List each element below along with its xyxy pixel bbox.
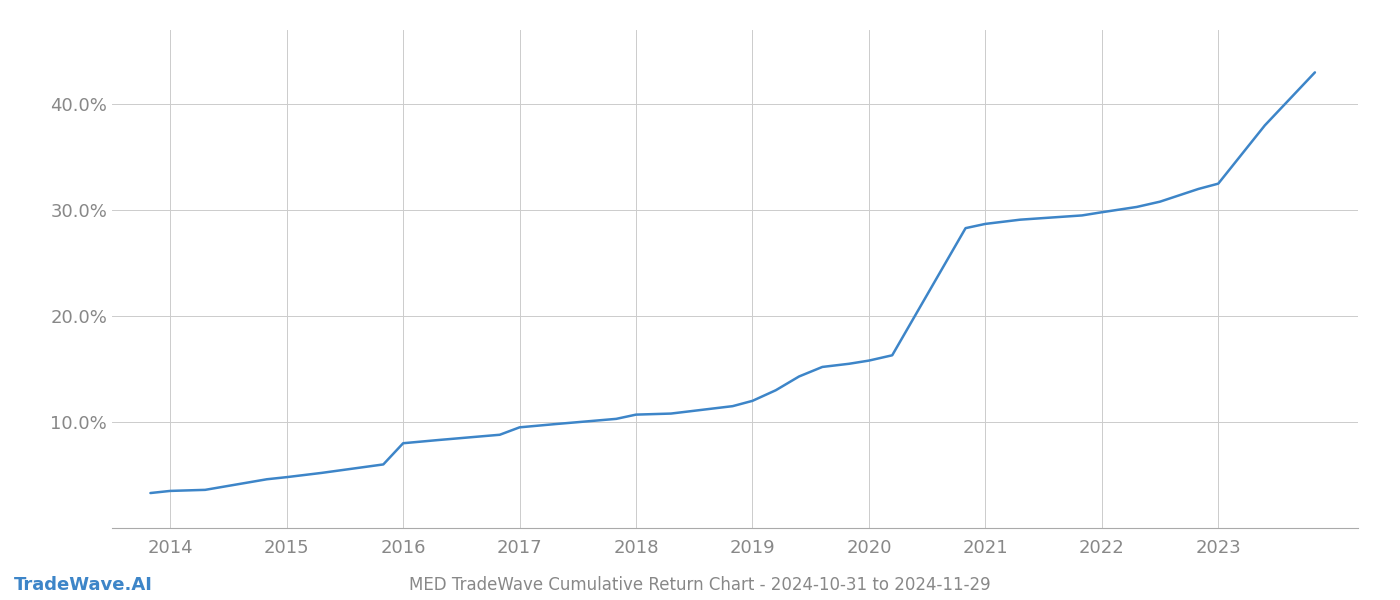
Text: TradeWave.AI: TradeWave.AI (14, 576, 153, 594)
Text: MED TradeWave Cumulative Return Chart - 2024-10-31 to 2024-11-29: MED TradeWave Cumulative Return Chart - … (409, 576, 991, 594)
